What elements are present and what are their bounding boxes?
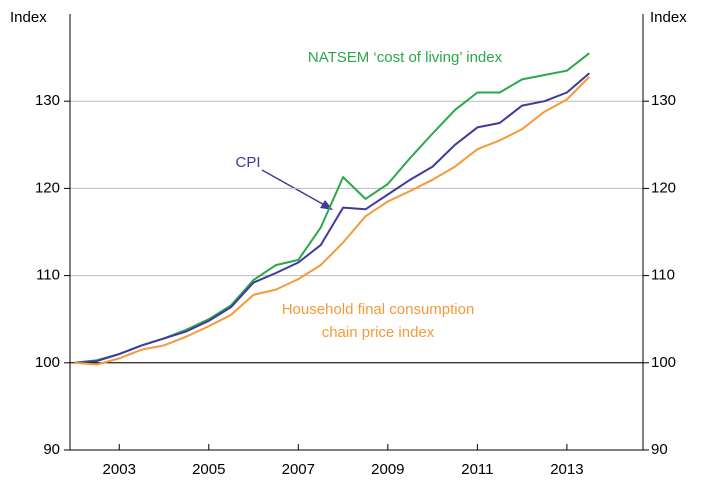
annotation: chain price index (322, 324, 435, 341)
y-tick-label: 130 (35, 92, 60, 109)
y-axis-label: Index (10, 9, 47, 26)
y-tick-label: 120 (35, 179, 60, 196)
x-tick-label: 2009 (371, 461, 404, 478)
y-tick-label-right: 130 (651, 92, 676, 109)
x-tick-label: 2011 (461, 461, 493, 478)
x-tick-label: 2013 (550, 461, 583, 478)
series-line (74, 76, 591, 366)
y-tick-label-right: 100 (651, 354, 676, 371)
annotation: Household final consumption (282, 301, 475, 318)
annotation: CPI (235, 154, 260, 171)
y-tick-label-right: 90 (651, 441, 668, 458)
y-axis-label-right: Index (650, 9, 687, 26)
annotation: NATSEM ‘cost of living’ index (308, 49, 503, 66)
y-tick-label-right: 120 (651, 179, 676, 196)
series-line (74, 72, 590, 364)
y-tick-label-right: 110 (651, 267, 675, 284)
y-tick-label: 90 (43, 441, 60, 458)
y-tick-label: 100 (35, 354, 60, 371)
x-tick-label: 2003 (103, 461, 136, 478)
x-tick-label: 2005 (192, 461, 225, 478)
x-tick-label: 2007 (282, 461, 315, 478)
y-tick-label: 110 (36, 267, 60, 284)
